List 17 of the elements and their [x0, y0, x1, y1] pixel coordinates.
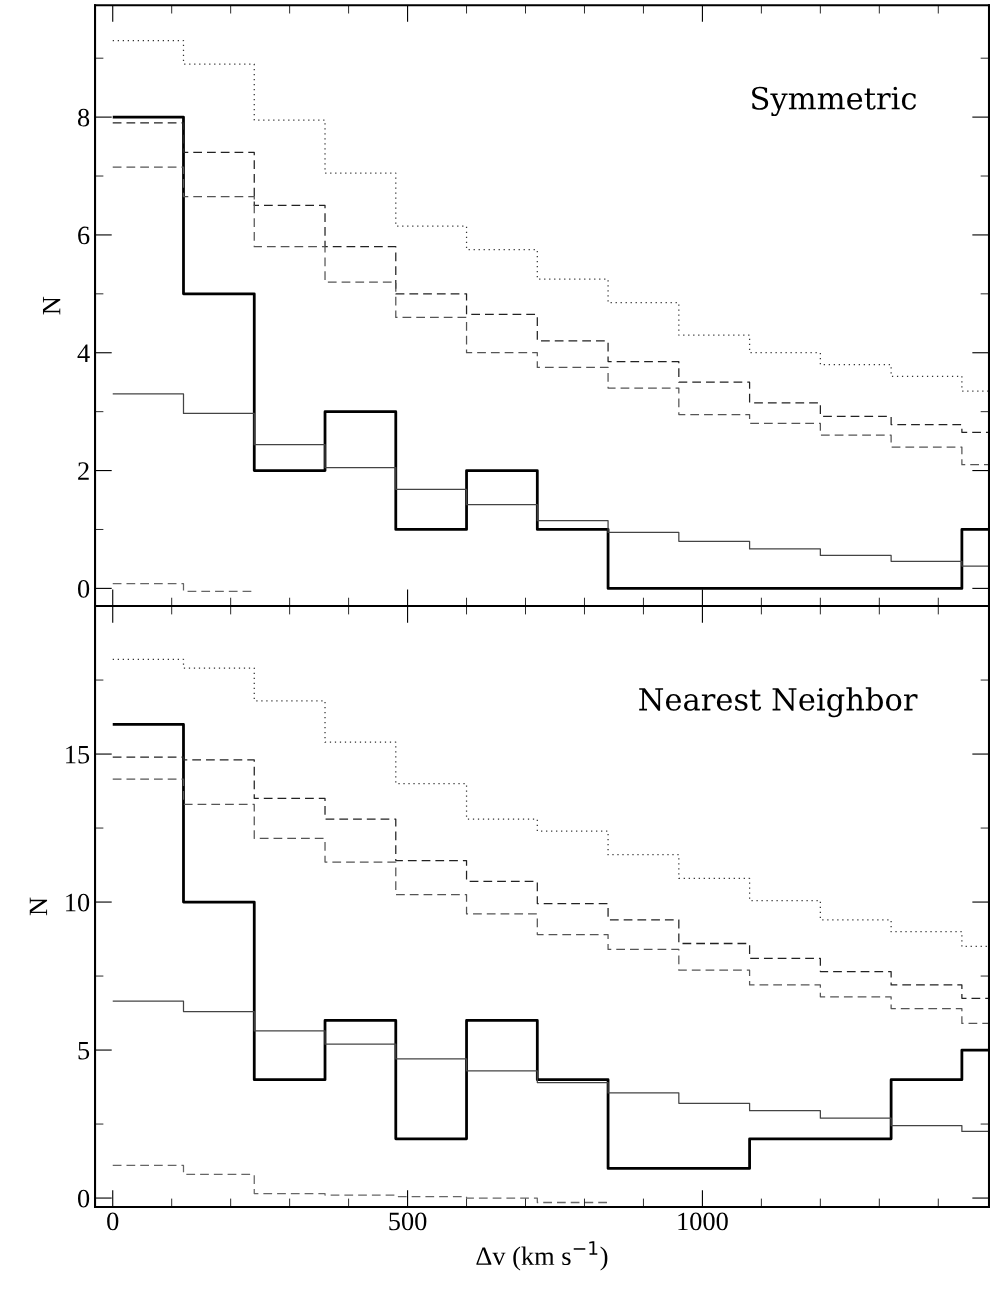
x-tick-label: 500	[389, 1212, 427, 1231]
y-tick-label: 0	[77, 579, 90, 598]
y-tick-label: 4	[77, 344, 90, 362]
y-axis-title: N	[29, 897, 48, 916]
y-tick-label: 6	[78, 226, 90, 245]
annotation: Nearest Neighbor	[639, 687, 918, 718]
x-tick-label: 1000	[678, 1212, 728, 1231]
y-axis-title: N	[42, 296, 61, 315]
y-tick-label: 2	[78, 462, 89, 480]
x-axis-title: Δv (km s$^{−1}$)	[476, 1241, 608, 1271]
y-tick-label: 15	[66, 745, 90, 764]
annotation: Symmetric	[752, 86, 917, 117]
x-tick-label: 0	[107, 1212, 119, 1231]
y-tick-label: 5	[78, 1041, 90, 1060]
y-tick-label: 0	[77, 1189, 90, 1208]
y-tick-label: 10	[66, 893, 90, 912]
y-tick-label: 8	[77, 108, 90, 127]
